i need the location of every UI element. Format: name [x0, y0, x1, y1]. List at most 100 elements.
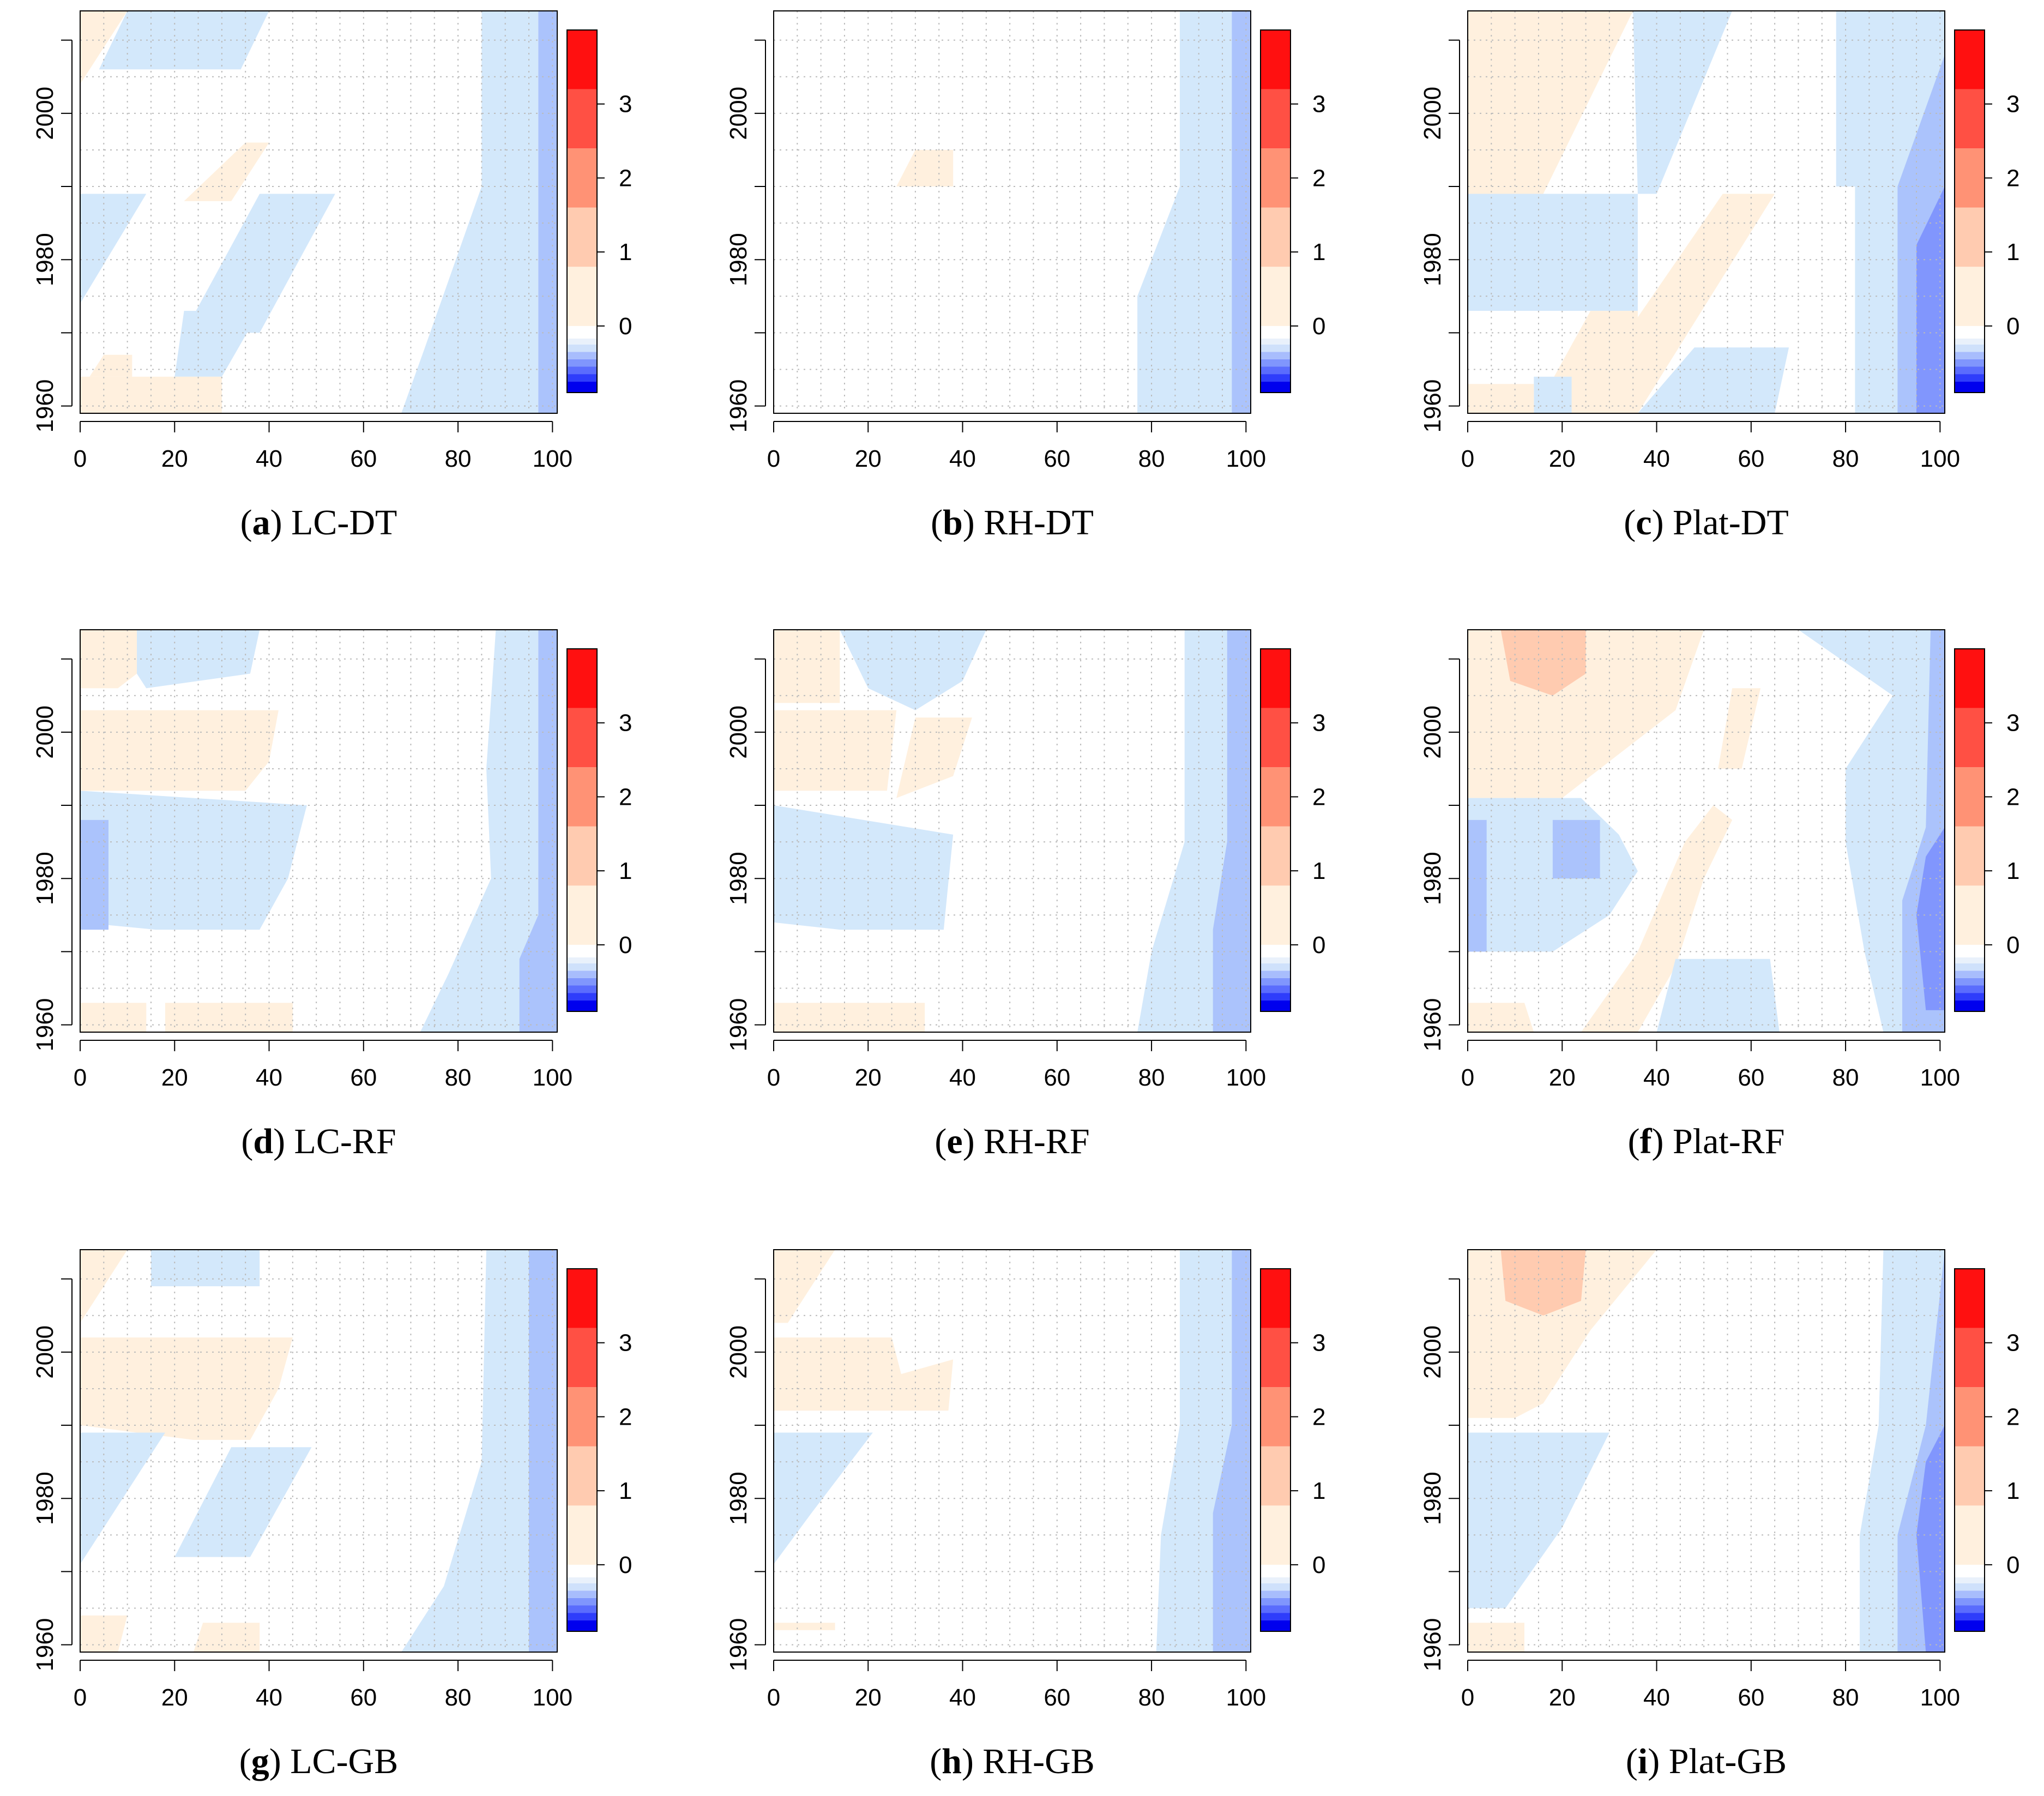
panel-d-colorbar-segment	[567, 885, 597, 945]
panel-c-region-4	[1571, 194, 1775, 413]
panel-a: 0 20 40 60 80 100 1960 1980 2000 0 1 2 3 (a) LC-DT	[32, 10, 632, 543]
panel-c-x-tick-label: 100	[1920, 445, 1960, 472]
panel-h-region-3	[774, 1337, 954, 1411]
panel-a-y-tick-label: 2000	[32, 87, 58, 140]
panel-d-colorbar-segment	[567, 957, 597, 963]
panel-a-colorbar-segment	[567, 338, 597, 345]
panel-b-frame	[773, 10, 1251, 414]
panel-i-colorbar-segment	[1955, 1605, 1985, 1613]
panel-f-colorbar-label: 0	[2006, 932, 2019, 959]
panel-h-colorbar-segment	[1261, 1269, 1291, 1328]
panel-d-colorbar-segment	[567, 963, 597, 971]
panel-i-colorbar-segment	[1955, 1590, 1985, 1598]
panel-b-x-tick-label: 80	[1138, 445, 1165, 472]
panel-e-colorbar-segment	[1261, 826, 1291, 886]
panel-i-colorbar-segment	[1955, 1328, 1985, 1388]
panel-e-y-tick-label: 1980	[725, 852, 752, 905]
panel-h-region-2	[774, 1250, 835, 1323]
panel-f-frame	[1467, 629, 1945, 1033]
panel-i-caption-title: ) Plat-GB	[1648, 1741, 1787, 1781]
panel-d-caption-title: ) LC-RF	[273, 1122, 396, 1161]
panel-b-colorbar-segment	[1261, 207, 1291, 267]
panel-e-caption: (e) RH-RF	[934, 1122, 1089, 1161]
panel-c-colorbar-label: 0	[2006, 313, 2019, 340]
panel-c-colorbar-segment	[1955, 344, 1985, 352]
panel-a-caption: (a) LC-DT	[240, 503, 397, 543]
panel-c-y-tick-label: 2000	[1419, 87, 1446, 140]
panel-g-colorbar-frame	[566, 1268, 598, 1632]
panel-e-colorbar-segment	[1261, 978, 1291, 986]
panel-f-colorbar-segment	[1955, 978, 1985, 986]
panel-c-x-tick-label: 60	[1738, 445, 1764, 472]
panel-e-region-2	[774, 630, 840, 703]
panel-d-x-tick-label: 60	[350, 1064, 377, 1091]
panel-h: 0 20 40 60 80 100 1960 1980 2000 0 1 2 3 (h) RH-GB	[725, 1249, 1325, 1781]
panel-g-colorbar-segment	[567, 1590, 597, 1598]
panel-f-y-tick-label: 1980	[1419, 852, 1446, 905]
panel-d-region-6	[80, 819, 108, 930]
panel-h-region-4	[774, 1432, 873, 1564]
panel-c-region-7	[1468, 384, 1534, 413]
panel-h-colorbar-label: 2	[1312, 1403, 1325, 1430]
panel-b-x-tick-label: 0	[767, 445, 780, 472]
panel-b-colorbar-segment	[1261, 359, 1291, 367]
panel-g-colorbar-segment	[567, 1613, 597, 1620]
panel-h-colorbar-segment	[1261, 1590, 1291, 1598]
panel-a-colorbar-segment	[567, 344, 597, 352]
panel-e-colorbar-segment	[1261, 944, 1291, 957]
panel-d-region-1	[519, 630, 557, 1032]
panel-a-colorbar-label: 1	[619, 239, 632, 266]
panel-h-y-tick-label: 2000	[725, 1325, 752, 1379]
panel-d-region-5	[80, 791, 307, 930]
panel-a-colorbar-segment	[567, 366, 597, 375]
panel-b-caption: (b) RH-DT	[931, 503, 1094, 543]
panel-c-colorbar-segment	[1955, 207, 1985, 267]
panel-c-colorbar-segment	[1955, 89, 1985, 149]
panel-f-colorbar-label: 2	[2006, 784, 2019, 810]
panel-h-x-tick-label: 0	[767, 1684, 780, 1711]
panel-b-colorbar-segment	[1261, 30, 1291, 89]
panel-c-colorbar-segment	[1955, 338, 1985, 345]
panel-c-region-5	[1637, 347, 1789, 413]
panel-e: 0 20 40 60 80 100 1960 1980 2000 0 1 2 3 (e) RH-RF	[725, 629, 1325, 1161]
panel-e-x-tick-label: 20	[855, 1064, 882, 1091]
panel-e-y-tick-label: 2000	[725, 706, 752, 759]
panel-f-colorbar-segment	[1955, 993, 1985, 1001]
panel-e-x-tick-label: 80	[1138, 1064, 1165, 1091]
panel-e-colorbar-segment	[1261, 1000, 1291, 1011]
panel-c-region-1	[1633, 11, 1733, 194]
panel-h-y-tick-label: 1980	[725, 1472, 752, 1525]
panel-a-region-0	[401, 11, 539, 413]
panel-a-x-tick-label: 60	[350, 445, 377, 472]
panel-c-region-2	[1468, 194, 1638, 311]
panel-d-colorbar-segment	[567, 978, 597, 986]
panel-a-x-tick-label: 20	[161, 445, 188, 472]
panel-d-colorbar-segment	[567, 767, 597, 827]
panel-c-colorbar-label: 2	[2006, 165, 2019, 191]
panel-g-colorbar-segment	[567, 1446, 597, 1506]
panel-d-y-tick-label: 1980	[32, 852, 58, 905]
panel-e-region-4	[774, 710, 897, 791]
panel-g-colorbar-label: 0	[619, 1552, 632, 1578]
panel-h-x-tick-label: 100	[1226, 1684, 1266, 1711]
panel-c-colorbar-segment	[1955, 359, 1985, 367]
panel-h-region-1	[1213, 1250, 1251, 1652]
panel-a-colorbar-segment	[567, 352, 597, 359]
panel-h-colorbar-segment	[1261, 1605, 1291, 1613]
panel-f-x-tick-label: 20	[1549, 1064, 1576, 1091]
panel-e-colorbar-segment	[1261, 993, 1291, 1001]
panel-b-colorbar-segment	[1261, 352, 1291, 359]
panel-e-colorbar-frame	[1260, 648, 1291, 1012]
panel-d-region-3	[137, 630, 260, 689]
panel-a-colorbar-label: 3	[619, 91, 632, 118]
panel-i-caption-letter: i	[1638, 1741, 1648, 1781]
panel-i-x-tick-label: 80	[1832, 1684, 1859, 1711]
panel-f-region-11	[1916, 827, 1945, 1010]
panel-e-region-0	[1137, 630, 1227, 1032]
panel-g-colorbar-segment	[567, 1577, 597, 1583]
panel-b-caption-letter: b	[943, 503, 963, 543]
panel-h-x-tick-label: 40	[949, 1684, 976, 1711]
panel-a-colorbar-segment	[567, 374, 597, 382]
panel-d-region-4	[80, 710, 279, 791]
